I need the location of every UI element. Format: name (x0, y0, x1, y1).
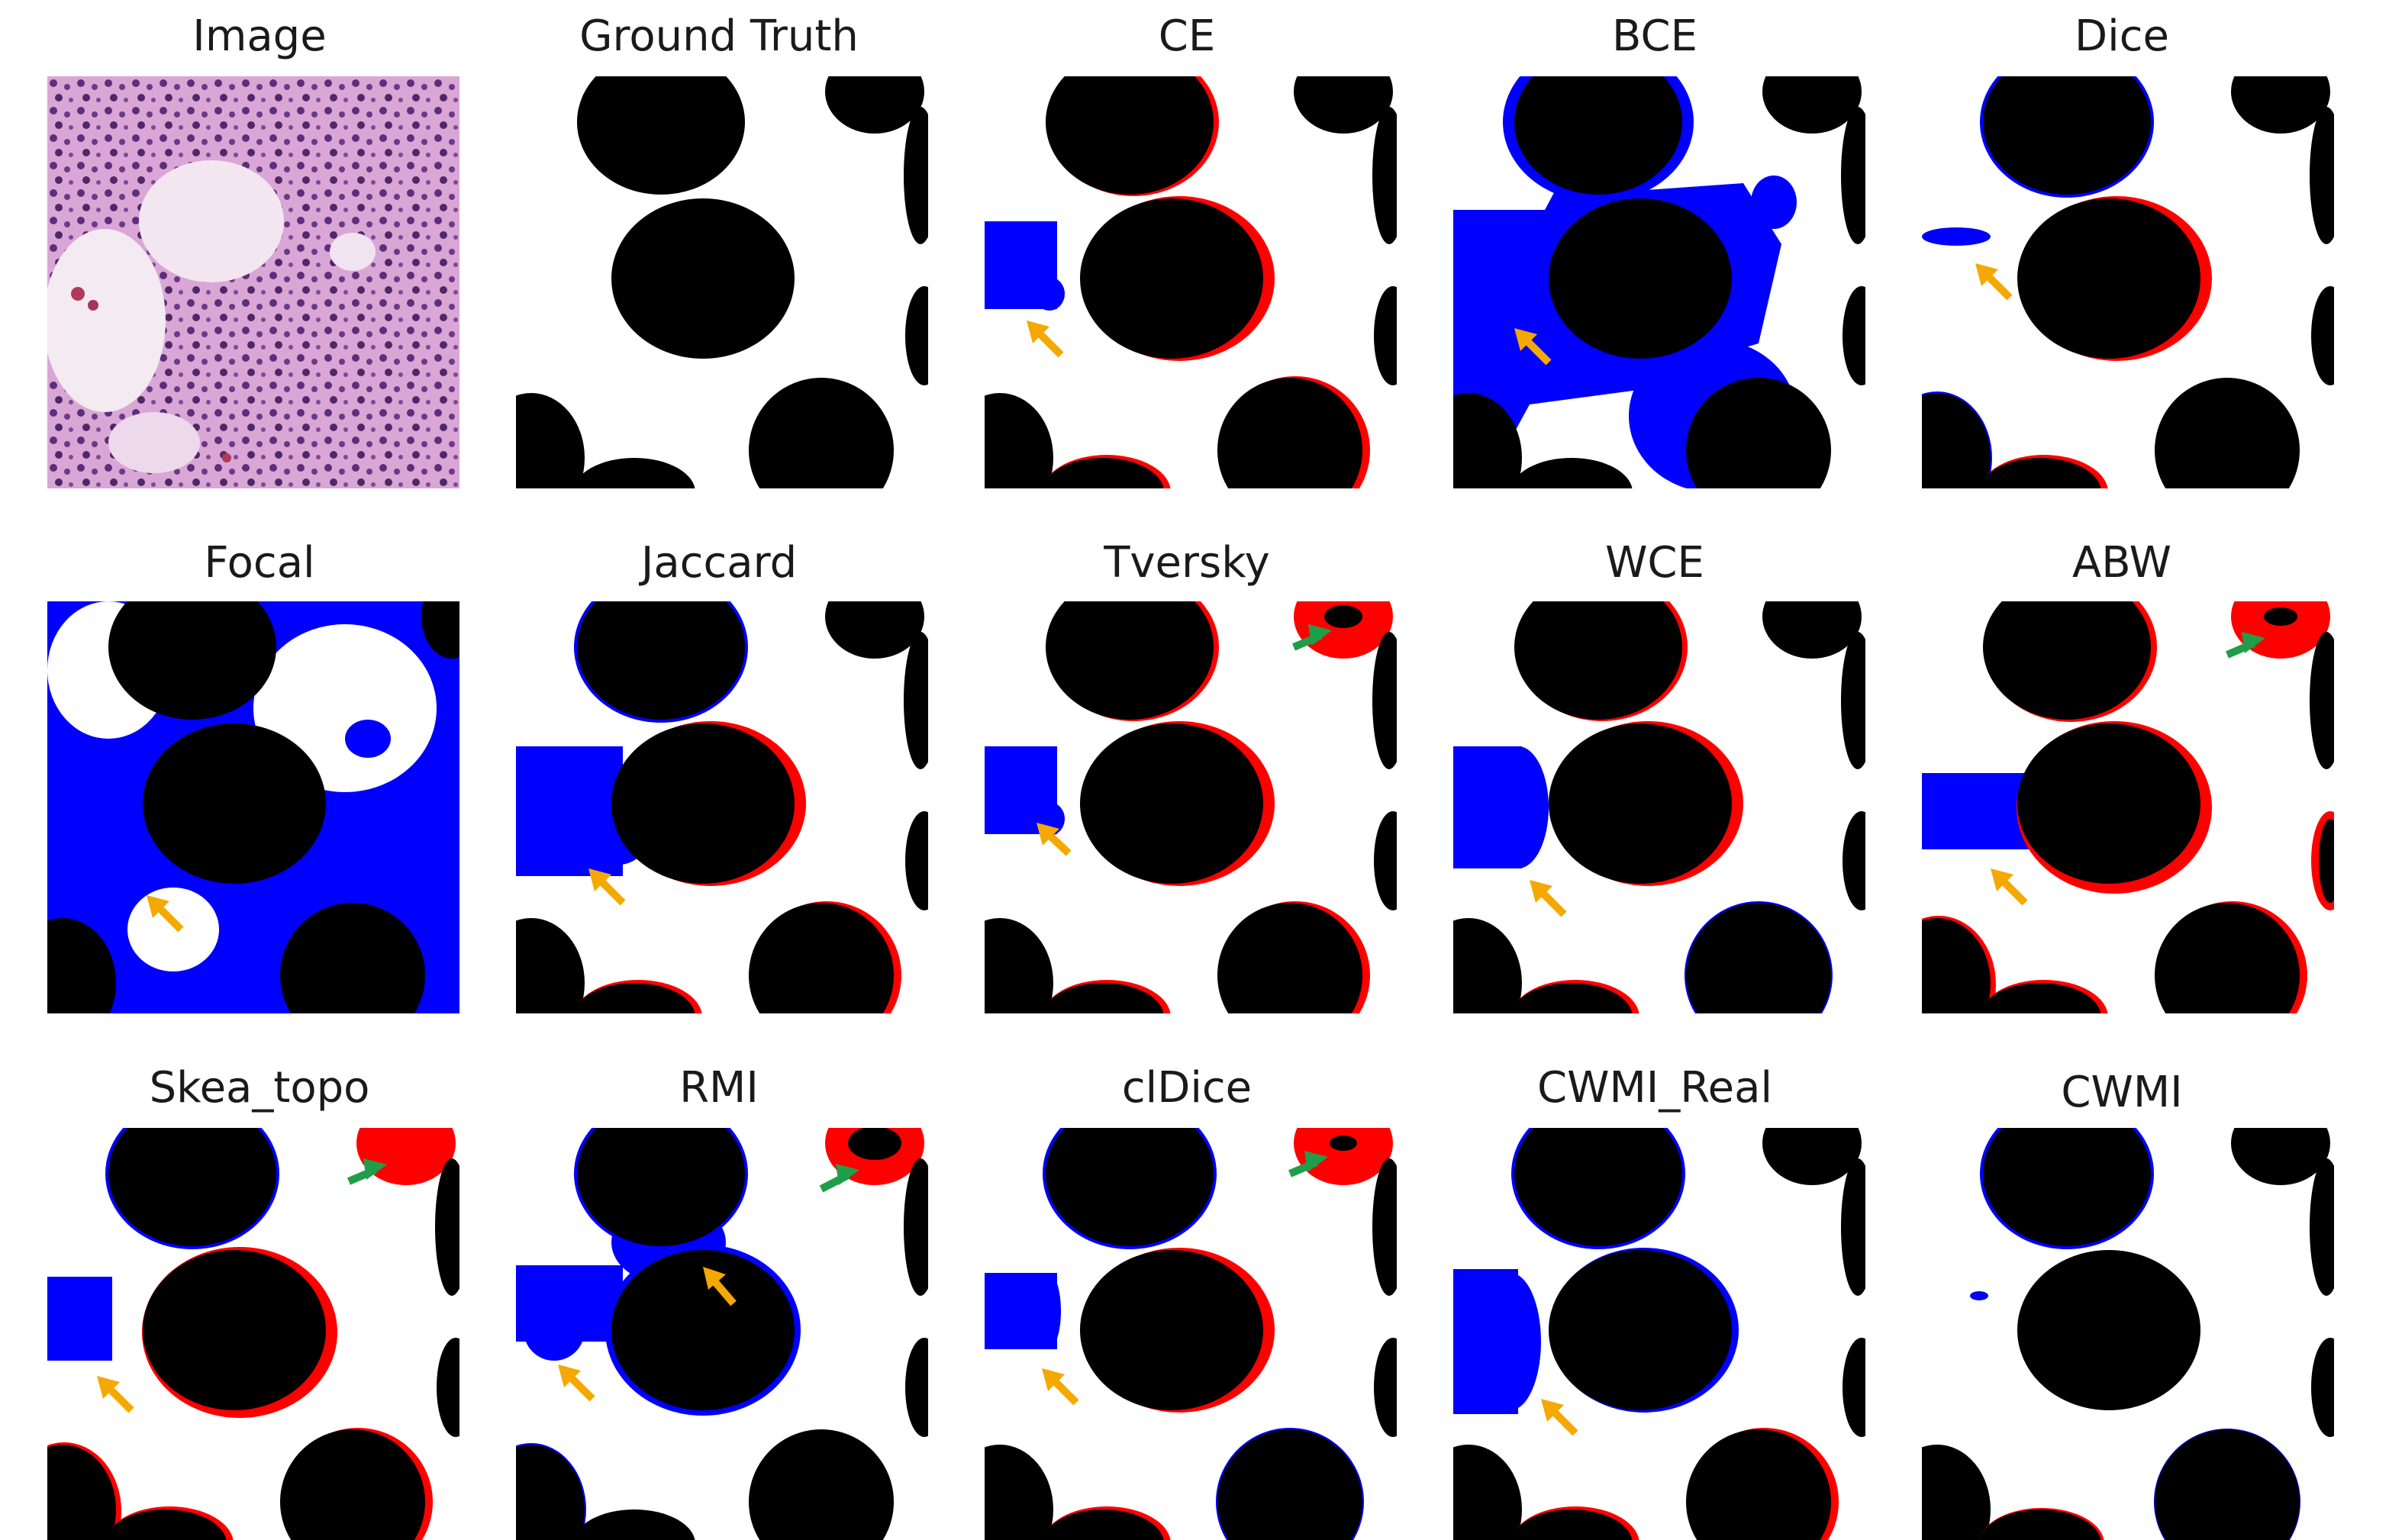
mask-skea-topo (47, 1128, 459, 1540)
panel-title-cldice: clDice (1121, 1063, 1253, 1113)
mask-abw (1922, 601, 2334, 1013)
panel-rmi (516, 1128, 928, 1540)
panel-wce (1453, 601, 1865, 1013)
mask-cwmi-real (1453, 1128, 1865, 1540)
panel-cwmi (1922, 1128, 2334, 1540)
panel-title-ground-truth: Ground Truth (579, 11, 859, 61)
panel-title-jaccard: Jaccard (640, 538, 798, 588)
panel-title-dice: Dice (2075, 11, 2169, 61)
panel-image (47, 76, 459, 488)
panel-tversky (985, 601, 1397, 1013)
panel-cldice (985, 1128, 1397, 1540)
mask-tversky (985, 601, 1397, 1013)
panel-bce (1453, 76, 1865, 488)
histology-image (47, 76, 459, 488)
mask-bce (1453, 76, 1865, 488)
panel-abw (1922, 601, 2334, 1013)
mask-wce (1453, 601, 1865, 1013)
panel-jaccard (516, 601, 928, 1013)
panel-ground-truth (516, 76, 928, 488)
panel-title-ce: CE (1158, 11, 1216, 61)
panel-dice (1922, 76, 2334, 488)
panel-title-cwmi-real: CWMI_Real (1536, 1063, 1773, 1113)
mask-ce (985, 76, 1397, 488)
panel-title-rmi: RMI (679, 1063, 759, 1113)
mask-focal (47, 601, 459, 1013)
mask-jaccard (516, 601, 928, 1013)
panel-title-skea-topo: Skea_topo (149, 1063, 370, 1113)
panel-title-tversky: Tversky (1104, 538, 1270, 588)
panel-title-focal: Focal (204, 538, 315, 588)
panel-title-wce: WCE (1605, 538, 1704, 588)
panel-title-bce: BCE (1612, 11, 1697, 61)
mask-rmi (516, 1128, 928, 1540)
panel-cwmi-real (1453, 1128, 1865, 1540)
panel-title-cwmi: CWMI (2061, 1068, 2183, 1117)
mask-dice (1922, 76, 2334, 488)
mask-cldice (985, 1128, 1397, 1540)
mask-cwmi (1922, 1128, 2334, 1540)
mask-ground-truth (516, 76, 928, 488)
panel-title-abw: ABW (2071, 538, 2172, 588)
panel-ce (985, 76, 1397, 488)
panel-title-image: Image (192, 11, 327, 61)
panel-focal (47, 601, 459, 1013)
panel-skea-topo (47, 1128, 459, 1540)
